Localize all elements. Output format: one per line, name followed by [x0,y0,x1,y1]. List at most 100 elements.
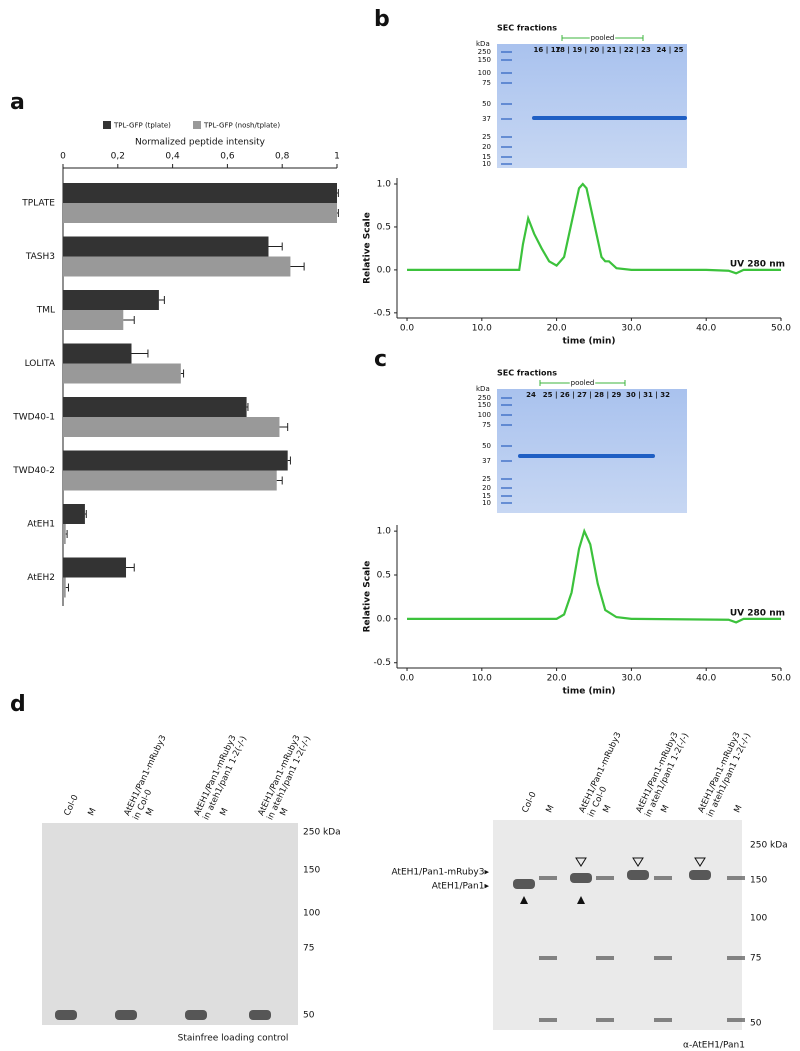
sample-band [513,879,535,889]
y-axis-label: Relative Scale [363,561,373,633]
bar [63,450,288,471]
marker-label: 100 [750,914,767,924]
ladder-band [539,876,557,880]
ladder-band [654,876,672,880]
error-bar [126,563,135,572]
y-tick-label: 0.5 [377,571,391,581]
ladder-band [501,72,512,74]
x-axis-label: time (min) [562,687,615,697]
y-tick-label: TPLATE [21,199,55,209]
legend-swatch [193,121,201,129]
y-tick-label: 0.0 [377,614,392,624]
x-tick-label: 1 [334,152,340,162]
ladder-band [596,1018,614,1022]
bar [63,557,127,578]
x-tick-label: 30.0 [621,324,641,334]
x-tick-label: 0.0 [400,324,415,334]
bar [63,470,277,491]
error-bar [290,262,305,271]
protein-band [518,454,655,458]
marker-label: 10 [482,160,491,168]
sample-band [627,870,649,880]
gel [493,820,742,1030]
ladder-band [501,424,512,426]
ladder-band [501,397,512,399]
ladder-band [501,495,512,497]
y-tick-label: AtEH2 [27,573,55,583]
legend-label: TPL-GFP (nosh/tplate) [203,122,280,130]
ladder-band [501,404,512,406]
y-tick-label: 1.0 [377,180,392,190]
y-tick-label: TASH3 [25,252,55,262]
ladder-band [501,118,512,120]
panel-label: b [374,7,390,32]
marker-label: 100 [478,69,491,77]
ladder-band [727,956,745,960]
lane-label: AtEH1/Pan1-mRuby3in ateh1/pan1 1-2(-/-) [696,727,753,818]
error-bar [65,583,69,592]
lane-label-line: M [601,803,613,814]
y-tick-label: 0.0 [377,265,392,275]
lane-label: M [544,803,556,814]
band-label: AtEH1/Pan1▸ [432,882,490,892]
bar [63,417,280,437]
bracket-label: pooled [591,34,615,42]
ladder-band [596,956,614,960]
marker-label: 10 [482,499,491,507]
y-tick-label: -0.5 [373,658,391,668]
lane-label: AtEH1/Pan1-mRuby3in ateh1/pan1 1-2(-/-) [256,730,313,821]
legend-swatch [103,121,111,129]
x-tick-label: 40.0 [696,674,716,684]
ladder-band [501,460,512,462]
trace [407,182,781,275]
ladder-band [501,487,512,489]
band-label: AtEH1/Pan1-mRuby3▸ [391,868,489,878]
marker-label: 37 [482,115,491,123]
error-bar [180,369,185,378]
lane-label: Col-0 [62,793,80,817]
marker-label: 100 [478,411,491,419]
lane-label: M [218,806,230,817]
trace [407,528,781,624]
lane-label: M [601,803,613,814]
x-tick-label: 50.0 [771,674,791,684]
error-bar [158,296,165,304]
marker-label: 75 [750,954,761,964]
marker-label: 50 [750,1019,762,1029]
lane-label: 25 | 26 | 27 | 28 | 29 [543,391,622,400]
bar [63,183,337,203]
lane-label-line: M [732,803,744,814]
ladder-band [501,502,512,504]
marker-label: 37 [482,457,491,465]
marker-label: 25 [482,133,491,141]
lane-label: M [659,803,671,814]
marker-label: 50 [482,100,491,108]
open-arrowhead [694,857,706,867]
trace-label: UV 280 nm [730,259,785,269]
marker-label: 100 [303,909,320,919]
lane-label: 24 [526,391,536,399]
gel [42,823,298,1025]
lane-label: Col-0 [520,790,538,814]
error-bar [337,209,339,217]
marker-label: 150 [750,876,767,886]
bracket-label: pooled [571,379,595,387]
bar [63,577,66,598]
x-tick-label: 0,8 [275,152,290,162]
gel [497,389,687,513]
x-tick-label: 10.0 [472,674,492,684]
marker-label: 15 [482,492,491,500]
bar [63,203,337,223]
y-tick-label: -0.5 [373,308,391,318]
ladder-band [727,1018,745,1022]
gel [497,44,687,168]
gel-title: SEC fractions [497,24,557,33]
error-bar [246,403,249,411]
error-bar [131,349,149,358]
lane-label-line: M [544,803,556,814]
marker-label: 150 [303,866,320,876]
marker-label: 250 [478,394,491,402]
ladder-band [501,51,512,53]
marker-label: 75 [482,79,491,87]
gel-unit: kDa [476,385,490,393]
